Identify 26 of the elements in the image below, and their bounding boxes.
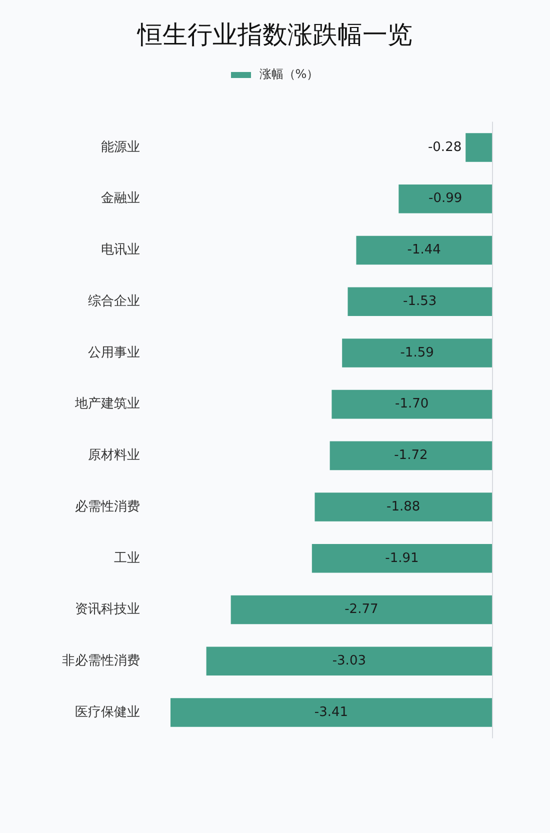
data-label: -0.28 [428, 140, 462, 155]
y-tick-label: 工业 [114, 550, 140, 566]
data-label: -3.41 [314, 704, 348, 720]
y-tick-label: 电讯业 [101, 242, 140, 258]
y-tick-label: 地产建筑业 [74, 396, 140, 412]
y-tick-label: 综合企业 [88, 294, 140, 309]
data-label: -1.70 [395, 396, 429, 412]
y-tick-label: 公用事业 [88, 345, 140, 360]
y-tick-label: 金融业 [101, 191, 140, 206]
y-tick-label: 能源业 [101, 140, 140, 155]
y-tick-label: 资讯科技业 [75, 602, 140, 618]
legend-label: 涨幅（%） [259, 67, 319, 81]
data-label: -1.91 [385, 550, 419, 566]
data-label: -1.44 [407, 242, 441, 258]
data-label: -1.53 [403, 294, 437, 309]
data-label: -3.03 [332, 654, 366, 669]
y-tick-label: 医疗保健业 [75, 704, 140, 720]
data-label: -1.59 [400, 345, 434, 360]
data-label: -0.99 [428, 191, 462, 206]
data-label: -1.88 [386, 499, 420, 514]
y-tick-label: 非必需性消费 [62, 654, 140, 669]
y-tick-label: 必需性消费 [75, 499, 140, 514]
y-tick-label: 原材料业 [88, 448, 140, 464]
chart-title: 恒生行业指数涨跌幅一览 [136, 19, 414, 51]
data-label: -1.72 [394, 448, 428, 464]
data-label: -2.77 [344, 602, 378, 618]
